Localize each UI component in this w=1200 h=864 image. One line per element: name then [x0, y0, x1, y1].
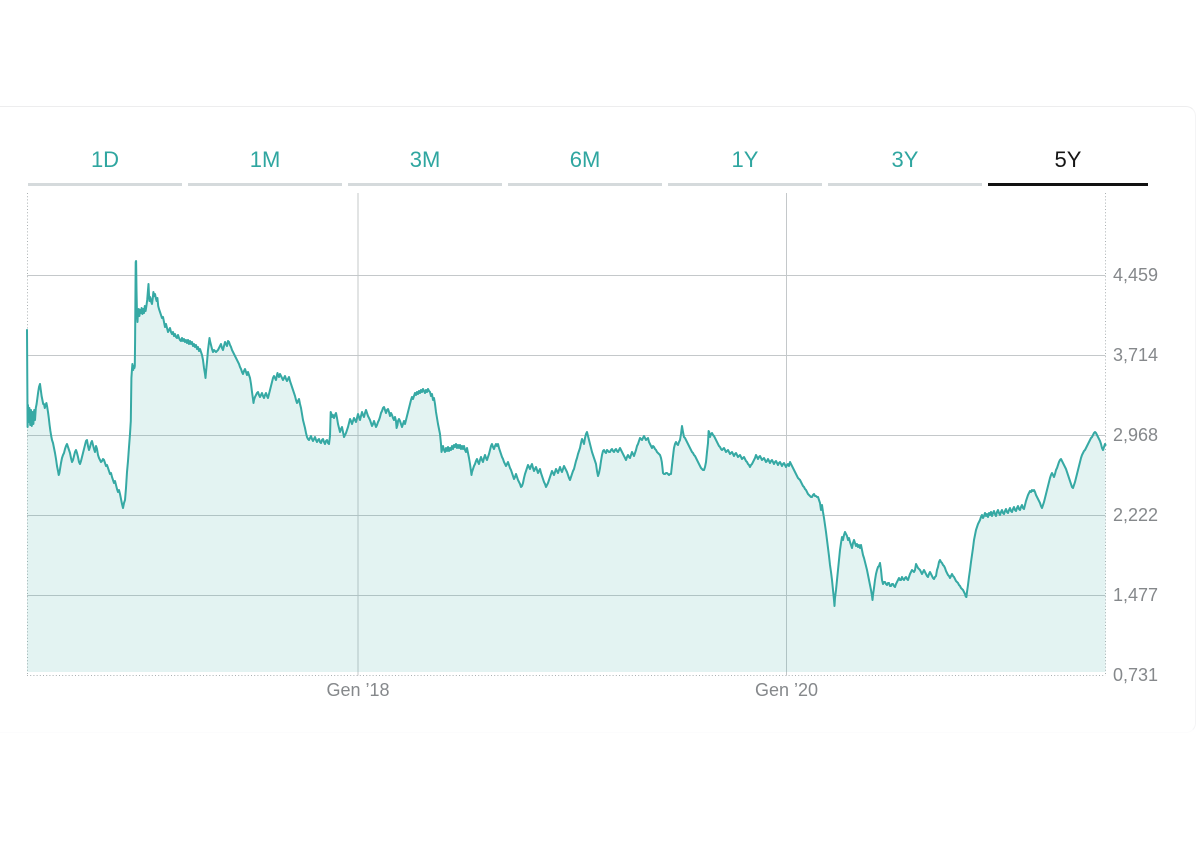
svg-text:2,222: 2,222 — [1113, 505, 1158, 525]
svg-text:Gen ’18: Gen ’18 — [326, 680, 389, 700]
svg-text:Gen ’20: Gen ’20 — [755, 680, 818, 700]
svg-text:4,459: 4,459 — [1113, 265, 1158, 285]
svg-text:0,731: 0,731 — [1113, 665, 1158, 685]
svg-text:1,477: 1,477 — [1113, 585, 1158, 605]
svg-text:3,714: 3,714 — [1113, 345, 1158, 365]
svg-text:2,968: 2,968 — [1113, 425, 1158, 445]
